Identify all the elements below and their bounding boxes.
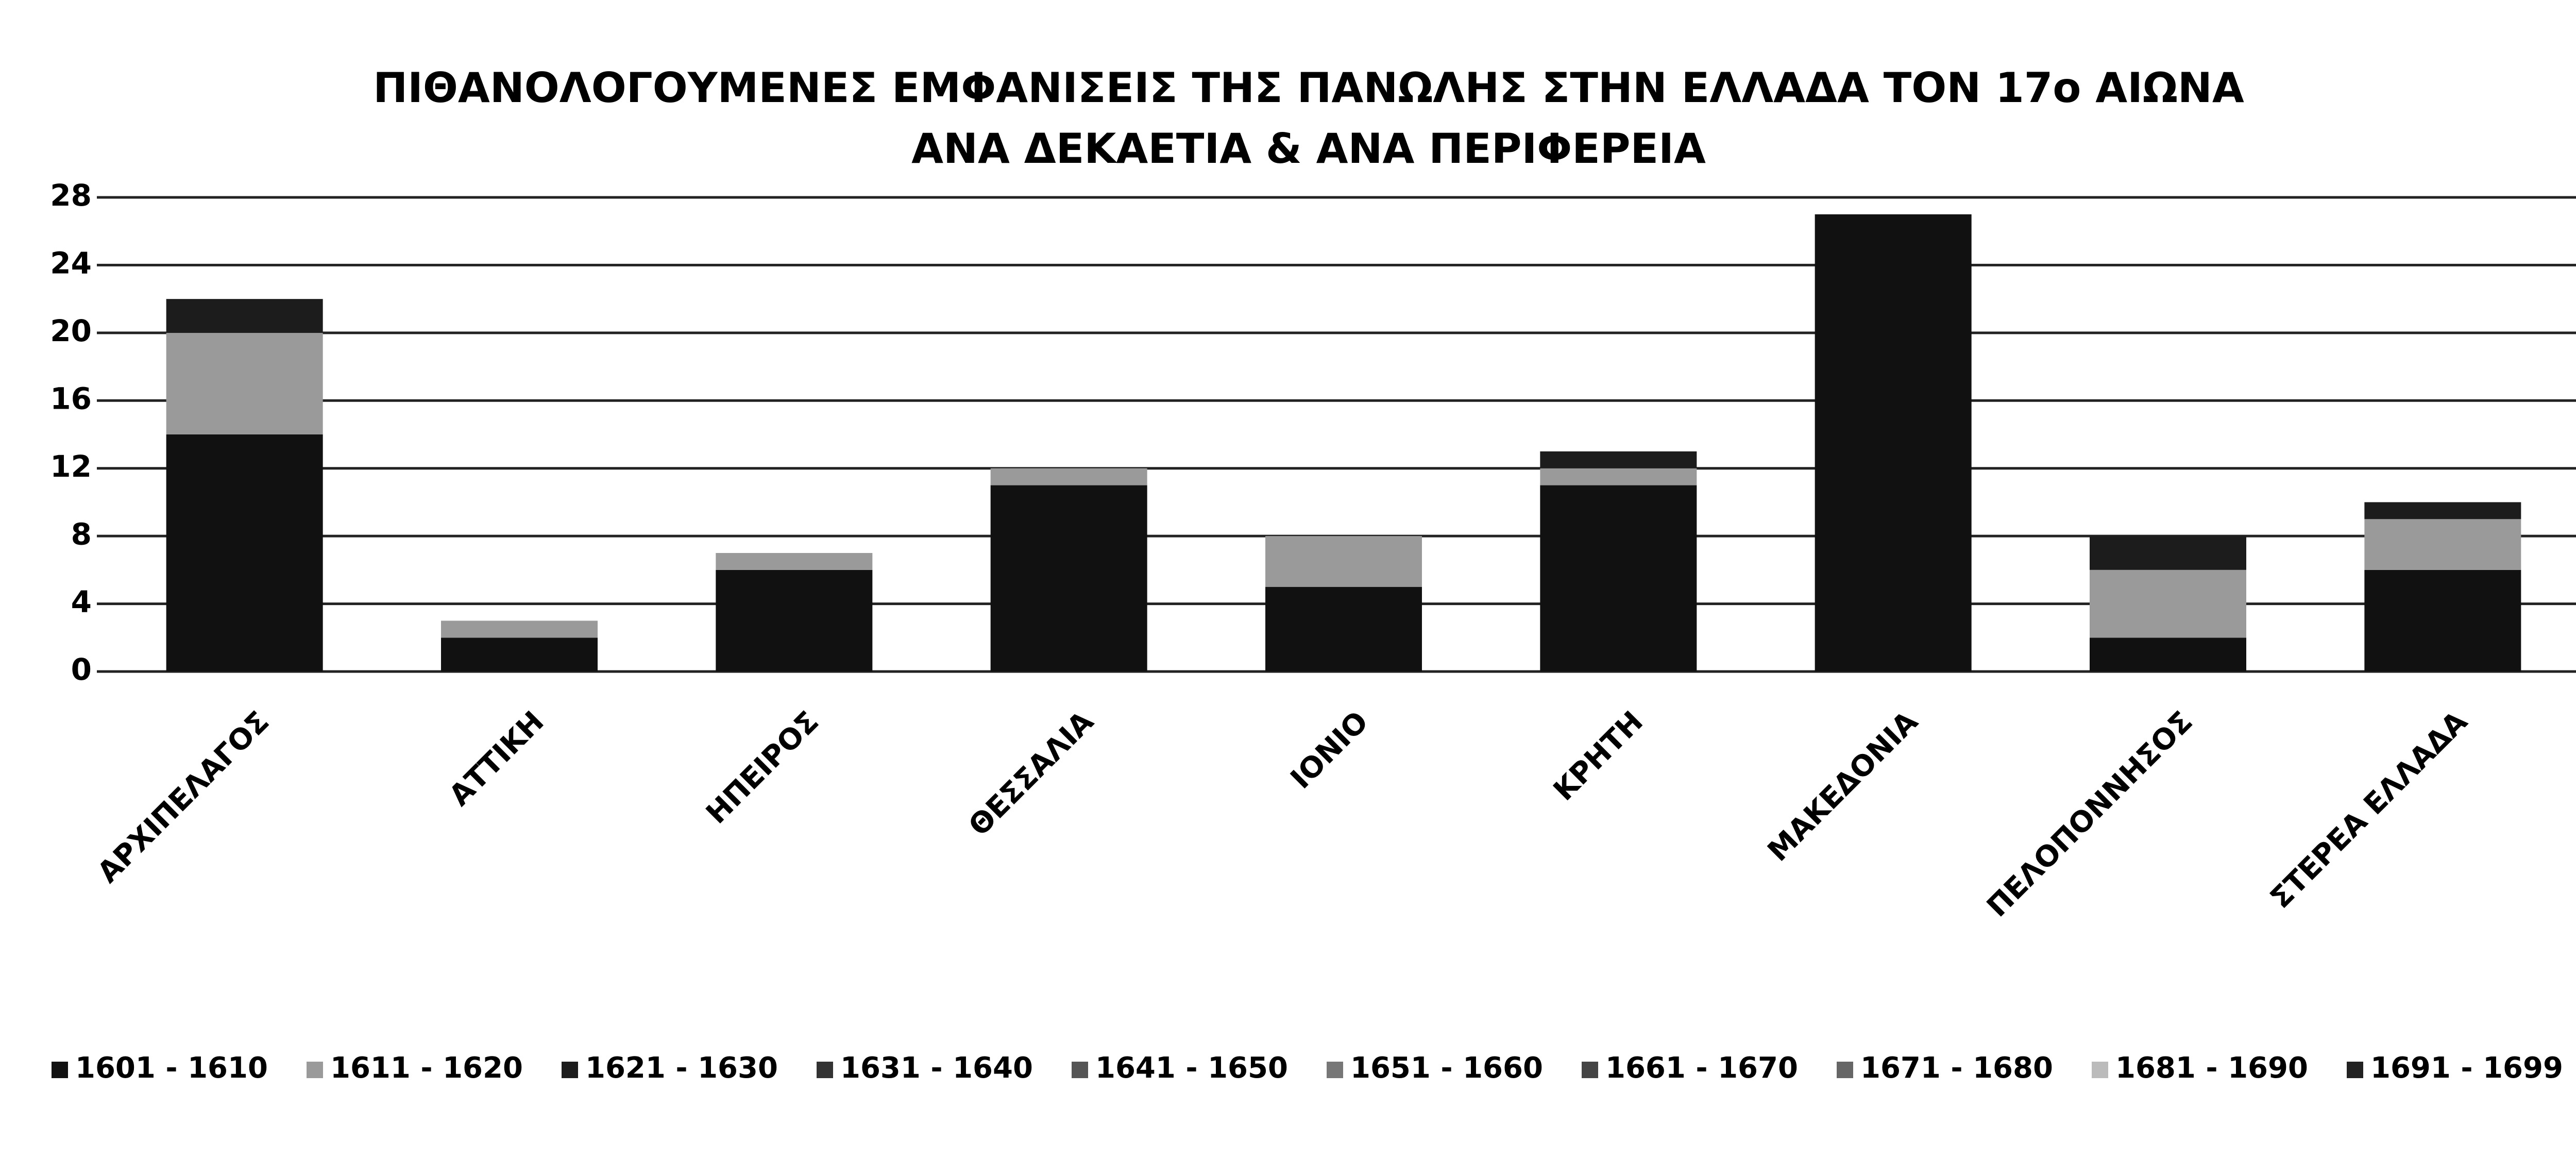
- bar-segment: [1815, 214, 1972, 672]
- legend-swatch: [1837, 1062, 1853, 1078]
- bar-segment: [990, 468, 1147, 485]
- y-tick-label: 24: [50, 246, 92, 281]
- legend-swatch: [307, 1062, 323, 1078]
- bar-segment: [2090, 638, 2246, 672]
- legend-swatch: [1327, 1062, 1343, 1078]
- legend-label: 1661 - 1670: [1605, 1051, 1798, 1085]
- bar-segment: [441, 620, 598, 638]
- legend-swatch: [2347, 1062, 2363, 1078]
- legend-label: 1621 - 1630: [585, 1051, 778, 1085]
- legend-swatch: [1072, 1062, 1088, 1078]
- bar-segment: [1265, 536, 1422, 587]
- y-tick-label: 0: [71, 652, 92, 687]
- bar-segment: [1540, 485, 1697, 672]
- legend-label: 1681 - 1690: [2115, 1051, 2308, 1085]
- bar-segment: [1540, 451, 1697, 468]
- y-tick-label: 4: [71, 584, 92, 619]
- legend-label: 1671 - 1680: [1860, 1051, 2053, 1085]
- bar-segment: [716, 553, 873, 570]
- legend-swatch: [1582, 1062, 1598, 1078]
- y-tick-label: 20: [50, 313, 92, 348]
- y-tick-label: 16: [50, 381, 92, 416]
- legend-label: 1601 - 1610: [75, 1051, 268, 1085]
- bar-segment: [441, 638, 598, 672]
- legend-label: 1641 - 1650: [1095, 1051, 1288, 1085]
- bar-segment: [1265, 586, 1422, 672]
- legend-label: 1631 - 1640: [840, 1051, 1033, 1085]
- bar-segment: [990, 485, 1147, 672]
- y-tick-label: 8: [71, 516, 92, 551]
- bar-segment: [166, 434, 323, 672]
- bar-segment: [2090, 569, 2246, 638]
- legend-swatch: [562, 1062, 578, 1078]
- chart-subtitle: ΑΝΑ ΔΕΚΑΕΤΙΑ & ΑΝΑ ΠΕΡΙΦΕΡΕΙΑ: [911, 125, 1706, 173]
- bar-segment: [2364, 502, 2521, 519]
- legend-swatch: [817, 1062, 833, 1078]
- y-tick-label: 12: [50, 449, 92, 484]
- bar-segment: [1540, 468, 1697, 485]
- y-tick-label: 28: [50, 178, 92, 213]
- bar-segment: [2364, 519, 2521, 570]
- bar-segment: [166, 299, 323, 333]
- legend-swatch: [2092, 1062, 2108, 1078]
- legend-swatch: [52, 1062, 68, 1078]
- bar-segment: [2364, 569, 2521, 672]
- chart-title: ΠΙΘΑΝΟΛΟΓΟΥΜΕΝΕΣ ΕΜΦΑΝΙΣΕΙΣ ΤΗΣ ΠΑΝΩΛΗΣ …: [373, 64, 2244, 112]
- legend-label: 1611 - 1620: [330, 1051, 523, 1085]
- bar-segment: [166, 332, 323, 434]
- legend-label: 1651 - 1660: [1350, 1051, 1543, 1085]
- bar-segment: [716, 569, 873, 672]
- legend-label: 1691 - 1699: [2370, 1051, 2563, 1085]
- bar-segment: [2090, 536, 2246, 570]
